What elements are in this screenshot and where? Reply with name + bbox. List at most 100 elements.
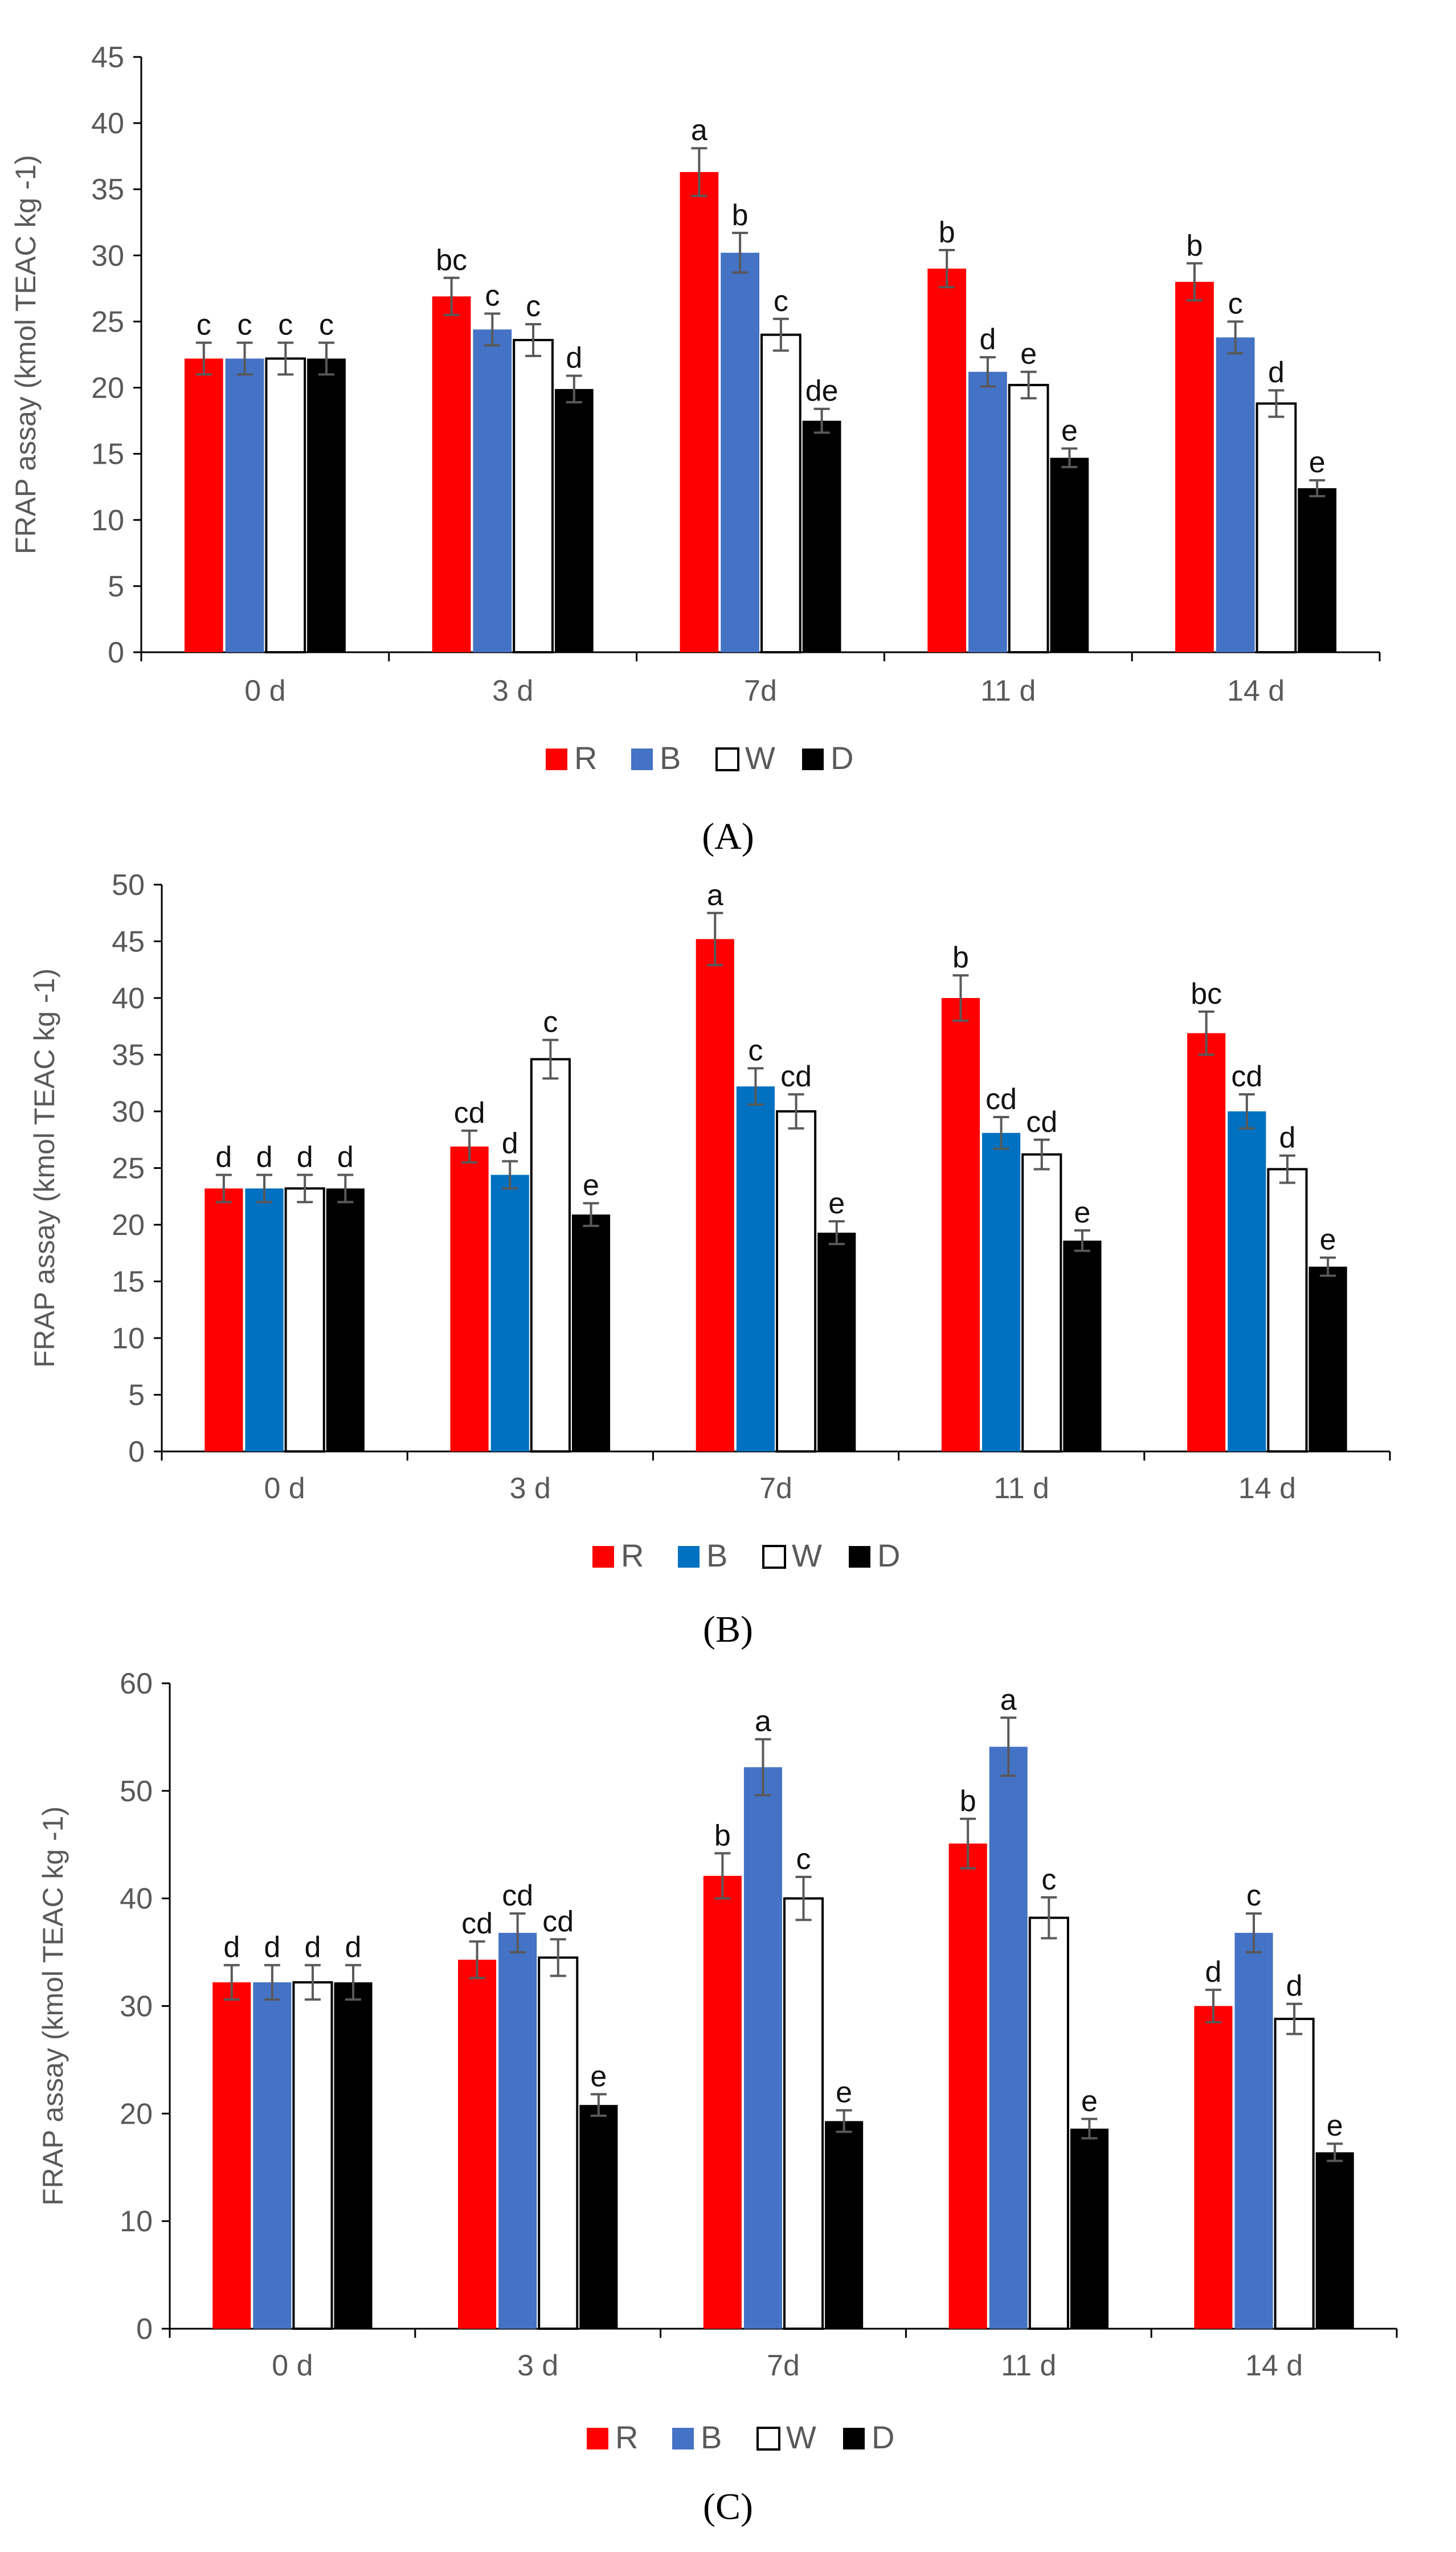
bar-B-4 [989,1747,1028,2329]
bar-D-1 [326,1188,365,1451]
significance-label: c [319,309,334,342]
y-tick-label: 45 [112,926,145,959]
y-tick-label: 0 [136,2313,153,2346]
y-tick-label: 40 [91,107,124,140]
bar-D-2 [571,1214,611,1451]
legend-label-W: W [745,740,775,776]
x-tick-label: 0 d [244,674,285,707]
panel-label: (A) [702,816,754,857]
chart-panel-2: 0 5 10 15 20 25 30 35 40 45 50 0 d 3 d 7d 11 d 14 d FRAP… [28,869,1391,1650]
legend-swatch-B [631,749,653,770]
y-tick-label: 30 [112,1095,145,1128]
bar-R-4 [948,1843,987,2329]
significance-label: cd [461,1907,493,1940]
significance-label: b [732,199,749,232]
significance-label: d [337,1140,354,1173]
significance-label: e [1081,2085,1098,2118]
bar-B-4 [968,371,1007,652]
y-axis-title: FRAP assay (kmol TEAC kg -1) [28,968,60,1368]
y-tick-label: 40 [120,1883,153,1916]
significance-label: c [796,1843,811,1876]
significance-label: e [1327,2109,1343,2142]
significance-label: e [1020,338,1037,371]
significance-label: d [297,1140,313,1173]
bar-W-3 [760,333,801,653]
significance-label: d [304,1931,321,1964]
significance-label: a [755,1705,771,1738]
significance-label: e [1061,414,1078,447]
x-tick-label: 14 d [1245,2349,1303,2382]
bar-B-2 [490,1175,529,1451]
bar-D-2 [579,2105,618,2329]
y-tick-label: 60 [120,1667,153,1700]
significance-label: c [1041,1863,1056,1896]
y-tick-label: 10 [91,504,124,537]
legend-label-D: D [877,1537,900,1573]
significance-label: d [345,1931,362,1964]
legend-label-W: W [786,2419,816,2455]
significance-label: d [502,1127,518,1160]
x-tick-label: 11 d [980,674,1036,707]
legend-swatch-B [672,2428,694,2449]
significance-label: cd [985,1083,1017,1116]
legend-label-R: R [621,1537,644,1573]
legend-swatch-D [843,2428,865,2449]
legend-swatch-R [587,2428,608,2449]
significance-label: a [707,879,723,912]
significance-label: e [583,1169,599,1202]
legend-swatch-D [802,749,824,770]
bar-B-3 [743,1767,782,2329]
bar-W-1 [265,357,306,653]
bar-D-5 [1315,2152,1354,2329]
bar-W-4 [1028,1916,1069,2330]
bar-B-5 [1234,1933,1273,2329]
y-axis-title: FRAP assay (kmol TEAC kg -1) [10,155,42,554]
significance-label: cd [454,1097,485,1130]
y-tick-label: 15 [91,438,124,471]
significance-label: a [691,114,707,147]
legend-swatch-W [756,2427,780,2451]
bar-B-1 [225,358,264,652]
bar-D-1 [334,1982,373,2329]
panel-label: (B) [703,1609,753,1650]
significance-label: c [543,1006,558,1039]
bar-R-4 [941,998,980,1451]
bar-B-2 [473,329,512,652]
bar-W-5 [1255,402,1297,654]
y-tick-label: 15 [112,1266,145,1299]
significance-label: b [952,941,969,974]
significance-label: e [1074,1196,1090,1229]
bar-D-4 [1070,2128,1109,2329]
significance-label: d [1205,1956,1222,1989]
bar-W-5 [1274,2018,1315,2330]
chart-panel-3: 0 10 20 30 40 50 60 0 d 3 d 7d 11 d 14 d FRAP assay … [37,1667,1398,2528]
significance-label: c [526,290,541,323]
bar-R-3 [696,939,734,1451]
legend-swatch-W [715,747,739,771]
x-tick-label: 7d [759,1472,792,1505]
bar-W-2 [530,1058,571,1453]
panel-label: (C) [703,2486,753,2528]
legend-label-B: B [706,1537,727,1573]
significance-label: cd [1231,1060,1262,1093]
bar-W-1 [284,1187,325,1453]
significance-label: d [566,342,582,375]
bar-R-5 [1194,2006,1233,2329]
bar-R-3 [680,172,719,652]
significance-label: c [1246,1879,1261,1912]
y-tick-label: 30 [91,239,124,272]
y-tick-label: 45 [91,41,124,74]
x-tick-label: 3 d [517,2349,558,2382]
bar-D-4 [1050,457,1089,652]
significance-label: b [1187,229,1203,262]
legend-swatch-D [849,1546,870,1568]
significance-label: c [238,309,252,342]
significance-label: c [774,285,788,318]
y-axis-title: FRAP assay (kmol TEAC kg -1) [37,1806,69,2206]
significance-label: c [197,309,211,342]
y-tick-label: 50 [120,1775,153,1808]
x-tick-label: 0 d [264,1472,305,1505]
